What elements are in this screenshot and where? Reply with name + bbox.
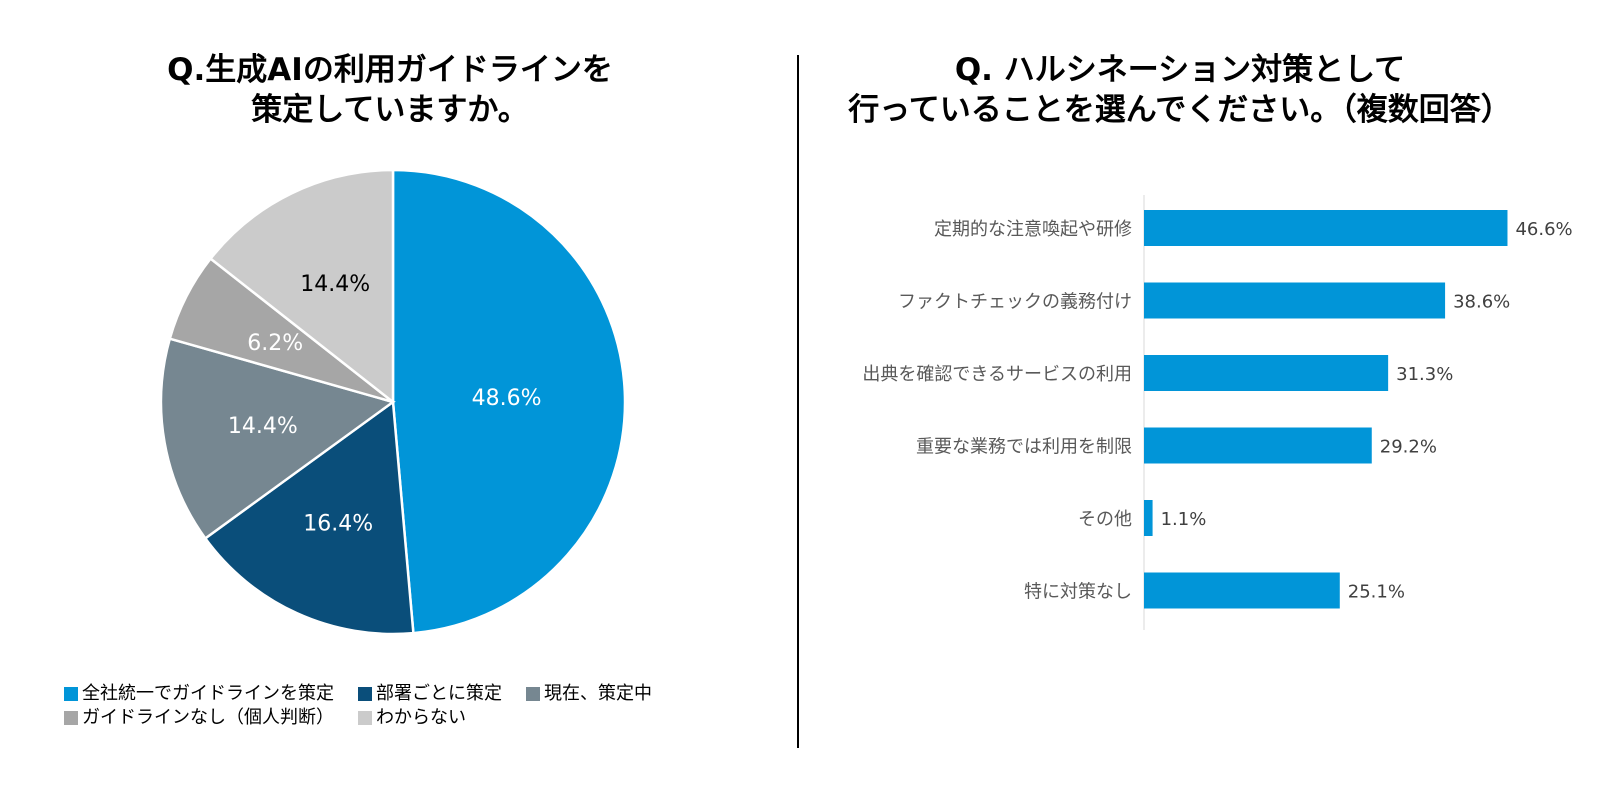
pie-slice-label-4: 14.4% bbox=[300, 272, 370, 297]
pie-slice-0 bbox=[391, 168, 627, 635]
legend-row-0: 全社統一でガイドラインを策定 部署ごとに策定 現在、策定中 bbox=[64, 682, 764, 706]
bar-chart: 定期的な注意喚起や研修 46.6% ファクトチェックの義務付け 38.6% 出典を確認で… bbox=[862, 195, 1573, 630]
legend-item-2: 現在、策定中 bbox=[526, 682, 652, 706]
legend-label-1: 部署ごとに策定 bbox=[376, 683, 502, 704]
bar-value-label-2: 31.3% bbox=[1396, 364, 1453, 385]
bar-0 bbox=[1144, 210, 1508, 246]
legend-swatch-2 bbox=[526, 687, 540, 701]
legend-item-0: 全社統一でガイドラインを策定 bbox=[64, 682, 334, 706]
pie-title-line-0: Q.生成AIの利用ガイドラインを bbox=[167, 52, 613, 88]
pie-slice-label-1: 16.4% bbox=[303, 511, 373, 536]
legend-item-1: 部署ごとに策定 bbox=[358, 682, 502, 706]
bar-chart-title: Q. ハルシネーション対策として行っていることを選んでください。（複数回答） bbox=[800, 50, 1560, 130]
bar-4 bbox=[1144, 500, 1153, 536]
bar-1 bbox=[1144, 282, 1446, 319]
legend-swatch-4 bbox=[358, 711, 372, 725]
legend-label-4: わからない bbox=[376, 707, 466, 728]
bar-2 bbox=[1144, 355, 1389, 391]
legend-label-3: ガイドラインなし（個人判断） bbox=[82, 707, 334, 728]
bar-value-label-3: 29.2% bbox=[1380, 437, 1437, 458]
bar-3 bbox=[1144, 427, 1372, 464]
panel-divider bbox=[797, 55, 799, 748]
legend-swatch-3 bbox=[64, 711, 78, 725]
pie-slice-label-3: 6.2% bbox=[247, 331, 303, 356]
pie-slice-1 bbox=[203, 399, 415, 636]
bar-category-label-2: 出典を確認できるサービスの利用 bbox=[862, 364, 1132, 385]
bar-category-label-3: 重要な業務では利用を制限 bbox=[916, 437, 1132, 458]
pie-slice-2 bbox=[159, 337, 396, 541]
pie-title-line-1: 策定していますか。 bbox=[251, 92, 529, 128]
legend-row-1: ガイドラインなし（個人判断） わからない bbox=[64, 706, 764, 730]
bar-title-line-0: Q. ハルシネーション対策として bbox=[954, 52, 1406, 88]
bar-category-label-4: その他 bbox=[1078, 509, 1132, 530]
bar-value-label-4: 1.1% bbox=[1161, 509, 1207, 530]
pie-slice-label-2: 14.4% bbox=[228, 414, 298, 439]
legend-label-2: 現在、策定中 bbox=[544, 683, 652, 704]
bar-value-label-5: 25.1% bbox=[1348, 582, 1405, 603]
pie-slice-4 bbox=[208, 168, 395, 405]
legend-swatch-1 bbox=[358, 687, 372, 701]
legend-label-0: 全社統一でガイドラインを策定 bbox=[82, 683, 334, 704]
legend-item-4: わからない bbox=[358, 706, 466, 730]
legend-swatch-0 bbox=[64, 687, 78, 701]
bar-category-label-0: 定期的な注意喚起や研修 bbox=[934, 219, 1132, 240]
bar-value-label-0: 46.6% bbox=[1515, 219, 1572, 240]
bar-title-line-1: 行っていることを選んでください。（複数回答） bbox=[848, 92, 1512, 128]
pie-legend: 全社統一でガイドラインを策定 部署ごとに策定 現在、策定中 ガイドラインなし（個人判断… bbox=[64, 682, 764, 730]
pie-chart-title: Q.生成AIの利用ガイドラインを 策定していますか。 bbox=[40, 50, 740, 130]
pie-chart: 48.6% 16.4% 14.4% 6.2% 14.4% bbox=[159, 168, 627, 636]
bar-5 bbox=[1144, 572, 1340, 609]
bar-category-label-5: 特に対策なし bbox=[1024, 582, 1132, 603]
bar-category-label-1: ファクトチェックの義務付け bbox=[898, 292, 1132, 313]
bar-value-label-1: 38.6% bbox=[1453, 292, 1510, 313]
pie-slice-label-0: 48.6% bbox=[472, 386, 542, 411]
legend-item-3: ガイドラインなし（個人判断） bbox=[64, 706, 334, 730]
